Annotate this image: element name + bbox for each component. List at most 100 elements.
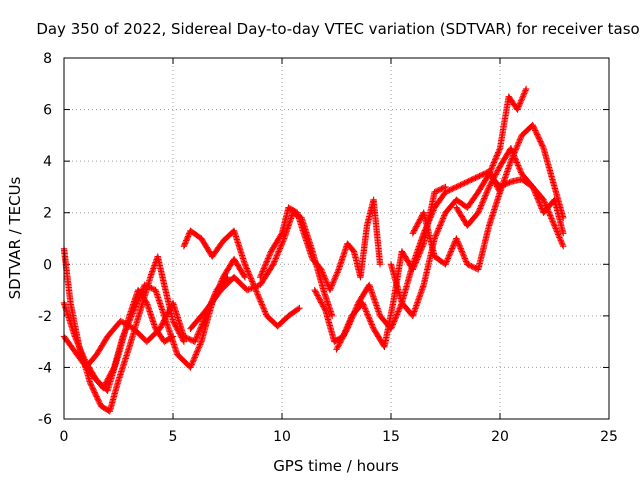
data-point <box>255 292 262 300</box>
data-point <box>278 231 285 238</box>
data-point <box>550 219 557 226</box>
data-point <box>190 355 198 363</box>
data-point <box>440 184 448 191</box>
data-point <box>132 303 139 310</box>
data-point <box>454 238 461 245</box>
data-point <box>166 306 173 313</box>
data-point <box>334 343 342 350</box>
data-point <box>349 314 356 321</box>
data-point <box>542 202 550 209</box>
data-point <box>446 186 453 194</box>
data-point <box>73 337 80 344</box>
data-point <box>330 278 337 285</box>
data-point <box>273 253 280 261</box>
data-point <box>332 272 340 279</box>
data-point <box>139 287 146 294</box>
data-point <box>516 101 523 109</box>
data-point <box>101 382 108 389</box>
data-point <box>278 241 285 248</box>
data-point <box>550 220 558 228</box>
data-point <box>391 316 398 324</box>
data-point <box>507 157 515 165</box>
data-point <box>260 265 268 272</box>
data-point <box>197 325 204 332</box>
data-point <box>363 308 370 315</box>
data-point <box>515 163 522 171</box>
data-point <box>360 301 367 308</box>
y-tick-label: 0 <box>43 257 52 273</box>
data-point <box>489 162 496 169</box>
data-point <box>88 382 95 389</box>
data-point <box>428 210 436 217</box>
data-point <box>90 386 97 393</box>
data-point <box>296 304 303 312</box>
data-point <box>110 365 117 373</box>
data-point <box>335 342 342 349</box>
data-point <box>130 307 137 314</box>
data-point <box>478 200 486 208</box>
data-point <box>254 291 261 298</box>
data-point <box>170 319 177 326</box>
data-point <box>519 93 527 100</box>
data-point <box>339 335 346 342</box>
data-point <box>120 331 127 339</box>
data-point <box>481 195 488 202</box>
data-point <box>534 196 542 204</box>
data-point <box>475 173 482 180</box>
data-point <box>438 219 445 226</box>
data-point <box>369 324 377 331</box>
data-point <box>183 237 190 244</box>
data-point <box>514 106 521 113</box>
data-point <box>277 242 285 249</box>
data-point <box>544 205 551 212</box>
data-point <box>517 97 525 104</box>
data-point <box>520 91 527 99</box>
data-point <box>76 344 83 352</box>
data-point <box>255 294 263 301</box>
data-point <box>108 368 116 375</box>
data-point <box>243 265 250 272</box>
data-point <box>181 241 188 249</box>
data-point <box>507 145 515 152</box>
data-point <box>478 202 485 209</box>
data-point <box>160 318 167 326</box>
data-point <box>551 222 558 229</box>
data-point <box>160 317 168 324</box>
data-point <box>515 103 522 110</box>
data-point <box>92 391 100 399</box>
data-point <box>321 306 329 313</box>
data-point <box>264 255 272 262</box>
data-point <box>323 278 330 285</box>
data-point <box>199 319 206 327</box>
data-point <box>200 316 208 324</box>
data-point <box>557 237 564 244</box>
data-point <box>502 181 509 188</box>
series-sat-g <box>257 196 384 294</box>
data-point <box>484 186 492 193</box>
data-point <box>464 178 471 185</box>
data-point <box>196 342 203 350</box>
data-point <box>136 293 144 300</box>
data-point <box>393 312 400 320</box>
data-point <box>412 224 419 232</box>
data-point <box>484 188 491 195</box>
data-point <box>164 309 172 316</box>
data-point <box>280 236 287 244</box>
data-point <box>120 330 128 337</box>
data-point <box>435 225 443 232</box>
data-point <box>129 310 136 317</box>
data-point <box>544 206 552 214</box>
data-point <box>554 229 561 237</box>
y-tick-label: -6 <box>38 412 52 428</box>
data-point <box>430 207 437 214</box>
data-point <box>432 188 440 195</box>
data-point <box>329 279 337 286</box>
data-point <box>558 238 565 246</box>
data-point <box>133 300 140 307</box>
data-point <box>457 245 464 252</box>
data-point <box>261 263 268 271</box>
data-point <box>96 400 103 407</box>
data-point <box>516 166 524 173</box>
data-point <box>547 213 555 221</box>
data-point <box>122 327 129 334</box>
